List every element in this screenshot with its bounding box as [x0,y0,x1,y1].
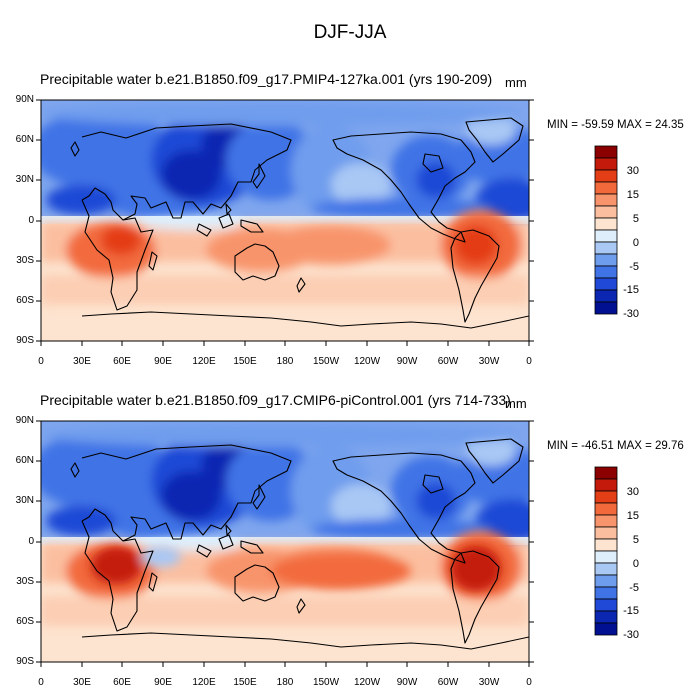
colorbar-tick-label: 5 [632,534,639,546]
lon-tick-label: 90E [154,677,172,688]
colorbar-swatch [594,610,618,624]
lon-tick-label: 60W [437,356,459,367]
colorbar-swatch [594,205,618,219]
lat-tick-label: 60S [16,616,34,627]
lat-tick-label: 0 [28,536,34,547]
colorbar-swatch [594,502,618,516]
colorbar-tick-label: 15 [626,189,639,201]
lon-tick-label: 120E [192,356,216,367]
panel-title-top: Precipitable water b.e21.B1850.f09_g17.P… [40,71,492,87]
panel-title-bottom: Precipitable water b.e21.B1850.f09_g17.C… [40,392,511,408]
lon-tick-label: 60E [113,356,131,367]
colorbar-swatch [594,181,618,195]
lon-tick-label: 30W [478,677,500,688]
colorbar-swatch [594,241,618,255]
lon-tick-label: 30W [478,356,500,367]
lon-tick-label: 0 [38,677,44,688]
units-label-bottom: mm [505,396,527,411]
colorbar-swatch [594,586,618,600]
colorbar-swatch [594,229,618,243]
lat-tick-label: 90N [15,94,34,105]
colorbar-swatch [594,169,618,183]
lon-tick-label: 60W [437,677,459,688]
colorbar-swatch [594,217,618,231]
colorbar-swatch [594,253,618,267]
lon-tick-label: 60E [113,677,131,688]
colorbar-tick-label: -15 [623,284,639,296]
colorbar-swatch [594,574,618,588]
lat-tick-label: 60N [15,134,34,145]
colorbar-bottom [594,466,618,636]
map-panel-bottom [31,421,529,662]
colorbar-swatch [594,478,618,492]
colorbar-tick-label: 30 [626,486,639,498]
colorbar-tick-label: 0 [632,558,639,570]
colorbar-swatch [594,598,618,612]
colorbar-swatch [594,301,618,315]
lat-tick-label: 30S [16,255,34,266]
lon-tick-label: 150E [233,677,257,688]
colorbar-swatch [594,193,618,207]
variable-label: Precipitable water [40,71,152,87]
lat-tick-label: 30S [16,576,34,587]
colorbar-swatch [594,538,618,552]
lat-tick-label: 90S [16,335,34,346]
colorbar-swatch [594,562,618,576]
lat-tick-label: 30N [15,174,34,185]
lon-tick-label: 120W [353,677,381,688]
lat-tick-label: 90S [16,656,34,667]
colorbar-top [594,145,618,315]
figure-title: DJF-JJA [313,22,387,43]
colorbar-tick-label: 0 [632,237,639,249]
minmax-label-bottom: MIN = -46.51 MAX = 29.76 [547,440,684,452]
colorbar-tick-label: 30 [626,165,639,177]
lon-tick-label: 120E [192,677,216,688]
colorbar-swatch [594,265,618,279]
lon-tick-label: 180 [276,356,294,367]
colorbar-swatch [594,514,618,528]
lon-tick-label: 90W [396,677,418,688]
lon-tick-label: 150W [312,356,340,367]
colorbar-tick-label: -30 [623,308,639,320]
colorbar-swatch [594,157,618,171]
lat-tick-label: 30N [15,495,34,506]
lat-tick-label: 60N [15,455,34,466]
colorbar-swatch [594,622,618,636]
colorbar-tick-label: 5 [632,213,639,225]
lat-tick-label: 0 [28,215,34,226]
lon-tick-label: 150E [233,356,257,367]
map-panel-top [31,100,529,341]
minmax-label-top: MIN = -59.59 MAX = 24.35 [547,119,684,131]
lon-tick-label: 30E [73,356,91,367]
lat-tick-label: 90N [15,415,34,426]
lon-tick-label: 0 [38,356,44,367]
colorbar-swatch [594,550,618,564]
lon-tick-label: 30E [73,677,91,688]
colorbar-swatch [594,526,618,540]
lon-tick-label: 0 [526,677,532,688]
colorbar-swatch [594,289,618,303]
colorbar-tick-label: 15 [626,510,639,522]
lon-tick-label: 150W [312,677,340,688]
colorbar-tick-label: -5 [629,261,639,273]
colorbar-tick-label: -5 [629,582,639,594]
colorbar-tick-label: -30 [623,629,639,641]
lon-tick-label: 180 [276,677,294,688]
colorbar-swatch [594,277,618,291]
lon-tick-label: 90W [396,356,418,367]
lon-tick-label: 90E [154,356,172,367]
case-label-bottom: b.e21.B1850.f09_g17.CMIP6-piControl.001 … [155,392,511,408]
colorbar-swatch [594,145,618,159]
variable-label: Precipitable water [40,392,152,408]
colorbar-tick-label: -15 [623,605,639,617]
lat-tick-label: 60S [16,295,34,306]
case-label-top: b.e21.B1850.f09_g17.PMIP4-127ka.001 (yrs… [155,71,493,87]
units-label-top: mm [505,75,527,90]
lon-tick-label: 120W [353,356,381,367]
colorbar-swatch [594,490,618,504]
lon-tick-label: 0 [526,356,532,367]
colorbar-swatch [594,466,618,480]
